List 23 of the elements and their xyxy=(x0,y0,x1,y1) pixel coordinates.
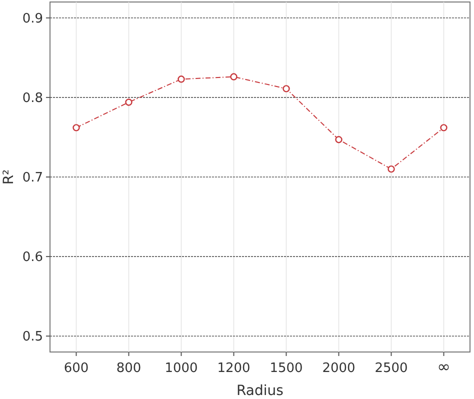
point xyxy=(282,85,290,92)
point xyxy=(125,98,132,106)
point xyxy=(230,73,238,80)
y-tick-label: 0.8 xyxy=(22,91,43,106)
point xyxy=(335,136,342,144)
x-tick-label: 2000 xyxy=(322,361,356,376)
x-tick-label: ∞ xyxy=(437,357,450,376)
point xyxy=(72,124,80,132)
point xyxy=(178,76,185,83)
x-axis-title: Radius xyxy=(236,383,284,399)
y-tick-label: 0.9 xyxy=(22,11,43,26)
y-axis-title: R² xyxy=(1,169,17,185)
x-tick-label: 1500 xyxy=(270,361,303,376)
x-tick-label: 600 xyxy=(64,361,89,376)
y-tick-label: 0.7 xyxy=(22,170,43,186)
x-tick-label: 1000 xyxy=(164,361,198,376)
x-tick-label: 2500 xyxy=(374,361,408,376)
point xyxy=(440,124,448,132)
point xyxy=(388,165,395,173)
x-tick-label: 800 xyxy=(116,361,142,376)
y-tick-label: 0.5 xyxy=(22,330,43,345)
x-tick-label: 1200 xyxy=(217,361,250,376)
y-tick-label: 0.6 xyxy=(22,250,43,266)
